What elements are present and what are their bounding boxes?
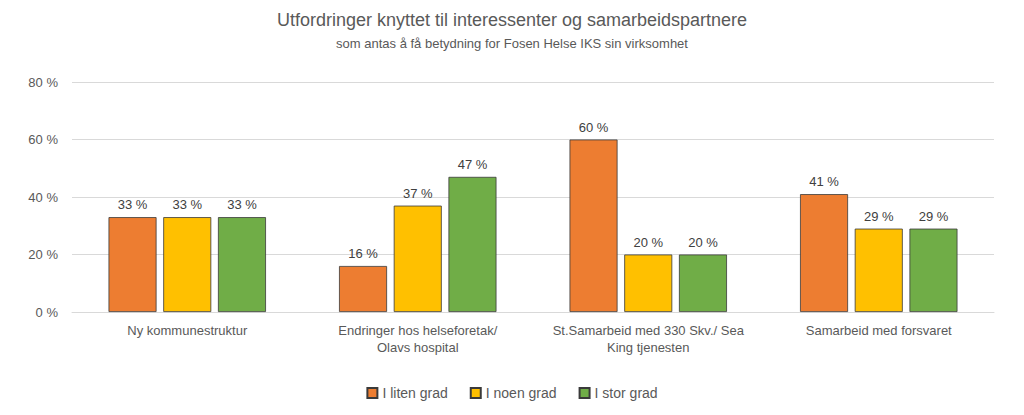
svg-text:40 %: 40 % xyxy=(28,190,58,205)
svg-text:60 %: 60 % xyxy=(28,132,58,147)
svg-text:King tjenesten: King tjenesten xyxy=(607,340,689,355)
svg-text:20 %: 20 % xyxy=(688,235,718,250)
svg-text:I stor grad: I stor grad xyxy=(595,385,658,401)
svg-text:Olavs hospital: Olavs hospital xyxy=(377,340,459,355)
svg-text:St.Samarbeid med 330 Skv./ Sea: St.Samarbeid med 330 Skv./ Sea xyxy=(553,323,745,338)
svg-text:0 %: 0 % xyxy=(36,305,59,320)
svg-text:Endringer hos helseforetak/: Endringer hos helseforetak/ xyxy=(338,323,497,338)
svg-text:I liten grad: I liten grad xyxy=(382,385,447,401)
svg-text:Samarbeid med forsvaret: Samarbeid med forsvaret xyxy=(806,323,952,338)
svg-text:33 %: 33 % xyxy=(118,197,148,212)
svg-text:37 %: 37 % xyxy=(403,186,433,201)
svg-text:47 %: 47 % xyxy=(458,157,488,172)
svg-text:29 %: 29 % xyxy=(864,209,894,224)
svg-text:I noen grad: I noen grad xyxy=(486,385,557,401)
svg-text:33 %: 33 % xyxy=(227,197,257,212)
svg-text:Ny kommunestruktur: Ny kommunestruktur xyxy=(127,323,248,338)
svg-text:33 %: 33 % xyxy=(172,197,202,212)
svg-text:60 %: 60 % xyxy=(579,120,609,135)
svg-text:som antas å få betydning for F: som antas å få betydning for Fosen Helse… xyxy=(336,36,688,51)
svg-text:16 %: 16 % xyxy=(348,246,378,261)
svg-text:Utfordringer knyttet til inter: Utfordringer knyttet til interessenter o… xyxy=(277,10,747,30)
svg-text:20 %: 20 % xyxy=(633,235,663,250)
svg-text:29 %: 29 % xyxy=(919,209,949,224)
svg-text:80 %: 80 % xyxy=(28,75,58,90)
svg-text:41 %: 41 % xyxy=(809,174,839,189)
svg-text:20 %: 20 % xyxy=(28,247,58,262)
